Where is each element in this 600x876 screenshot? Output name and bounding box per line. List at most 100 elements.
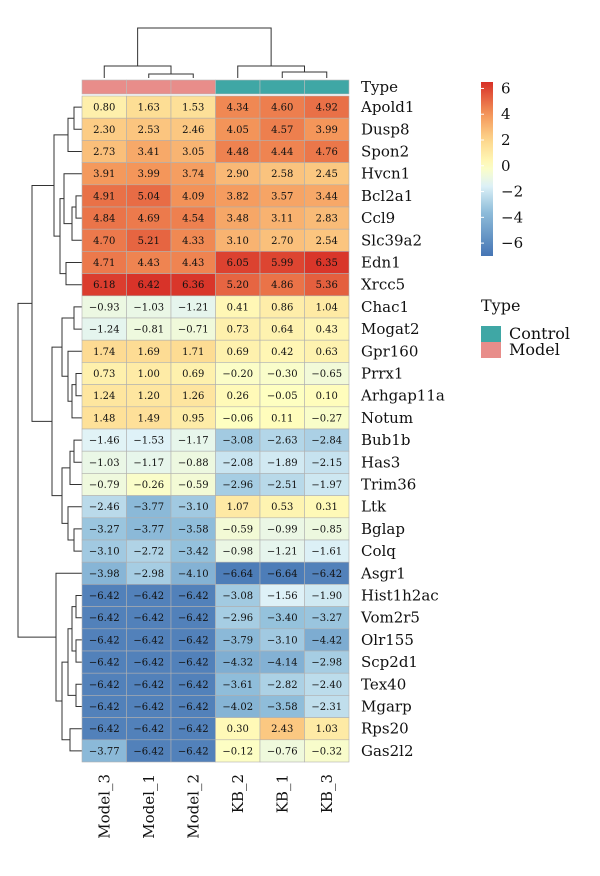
cell-value-label: −1.89 [267, 458, 298, 469]
cell-value-label: −0.98 [222, 547, 253, 558]
cell-value-label: 0.80 [93, 103, 115, 114]
cell-value-label: −6.42 [133, 658, 164, 669]
dendrogram-branch [65, 262, 82, 286]
cell-value-label: 0.73 [93, 369, 115, 380]
cell-value-label: 4.33 [182, 236, 204, 247]
row-label-Prrx1: Prrx1 [361, 365, 403, 383]
column-label-KB_1: KB_1 [273, 774, 291, 813]
cell-value-label: −1.46 [89, 436, 120, 447]
cell-value-label: 0.42 [271, 347, 293, 358]
cell-value-label: 4.43 [138, 258, 160, 269]
row-label-Chac1: Chac1 [361, 298, 409, 316]
cell-value-label: −3.77 [133, 502, 164, 513]
cell-value-label: −0.30 [267, 369, 298, 380]
cell-value-label: −1.56 [267, 591, 298, 602]
cell-value-label: −6.42 [178, 746, 209, 757]
cell-value-label: −3.10 [267, 635, 298, 646]
cell-value-label: −3.58 [178, 524, 209, 535]
row-label-Gpr160: Gpr160 [361, 342, 418, 360]
cell-value-label: −6.42 [133, 613, 164, 624]
cell-value-label: −0.26 [133, 480, 164, 491]
row-label-Bglap: Bglap [361, 520, 405, 538]
color-scale-tick-label: 0 [501, 157, 511, 175]
cell-value-label: −2.82 [267, 680, 298, 691]
row-label-Rps20: Rps20 [361, 720, 409, 738]
cell-value-label: 5.04 [138, 191, 160, 202]
cell-value-label: 1.71 [182, 347, 204, 358]
cell-value-label: −3.98 [89, 569, 120, 580]
cell-value-label: 2.54 [316, 236, 338, 247]
cell-value-label: −6.42 [133, 702, 164, 713]
row-label-Tex40: Tex40 [361, 675, 406, 693]
dendrogram-branch [75, 195, 82, 219]
dendrogram-branch [75, 373, 82, 397]
cell-value-label: −2.31 [311, 702, 342, 713]
cell-value-label: 0.69 [227, 347, 249, 358]
cell-value-label: 1.53 [182, 103, 204, 114]
cell-value-label: 0.41 [227, 302, 249, 313]
cell-value-label: −1.90 [311, 591, 342, 602]
cell-value-label: −2.96 [222, 613, 253, 624]
cell-value-label: −6.42 [178, 591, 209, 602]
type-bar-cell-KB_1 [259, 79, 305, 95]
type-bar-cell-Model_2 [170, 79, 216, 95]
column-label-Model_2: Model_2 [184, 774, 202, 839]
cell-value-label: 1.48 [93, 413, 115, 424]
color-scale-tick-label: 6 [501, 79, 511, 97]
dendrogram-branch [73, 528, 82, 552]
cell-value-label: 3.11 [271, 214, 293, 225]
cell-value-label: −6.42 [178, 635, 209, 646]
row-label-Notum: Notum [361, 409, 413, 427]
color-scale-bar [481, 82, 493, 256]
cell-value-label: 1.26 [182, 391, 204, 402]
cell-value-label: 1.24 [93, 391, 115, 402]
color-scale-tick-label: −6 [501, 234, 523, 252]
dendrogram-branch [69, 728, 82, 752]
cell-value-label: 5.99 [271, 258, 293, 269]
cell-value-label: −6.42 [178, 613, 209, 624]
dendrogram-branch [63, 173, 82, 225]
cell-value-label: −0.12 [222, 746, 253, 757]
cell-value-label: −6.42 [133, 635, 164, 646]
cell-value-label: 1.20 [138, 391, 160, 402]
cell-value-label: 2.90 [227, 169, 249, 180]
cell-value-label: 0.95 [182, 413, 204, 424]
row-dendrogram [17, 106, 82, 752]
cell-value-label: −3.61 [222, 680, 253, 691]
row-label-Dusp8: Dusp8 [361, 120, 410, 138]
cell-value-label: −6.42 [89, 591, 120, 602]
type-bar-cell-KB_2 [215, 79, 261, 95]
dendrogram-branch [75, 595, 82, 619]
cell-value-label: −2.08 [222, 458, 253, 469]
cell-value-label: 1.74 [93, 347, 115, 358]
type-legend-swatch-Control [481, 326, 501, 342]
cell-value-label: 0.86 [271, 302, 293, 313]
cell-value-label: 4.84 [93, 214, 115, 225]
cell-value-label: −6.64 [222, 569, 253, 580]
cell-value-label: 0.73 [227, 325, 249, 336]
row-labels: Apold1 Dusp8 Spon2 Hvcn1 Bcl2a1 Ccl9 Slc39a2 Ed… [360, 98, 445, 760]
cell-value-label: 4.92 [316, 103, 338, 114]
cell-value-label: 4.76 [316, 147, 338, 158]
cell-value-label: 4.86 [271, 280, 293, 291]
cell-value-label: −1.03 [133, 302, 164, 313]
cell-value-label: −0.81 [133, 325, 164, 336]
row-label-Bub1b: Bub1b [361, 431, 410, 449]
color-scale-tick-label: 2 [501, 131, 511, 149]
cell-value-label: −6.42 [89, 658, 120, 669]
cell-value-label: 0.10 [316, 391, 338, 402]
cell-value-label: −1.21 [267, 547, 298, 558]
column-dendrogram [103, 27, 328, 78]
cell-value-label: −3.42 [178, 547, 209, 558]
row-label-Ltk: Ltk [361, 498, 387, 516]
cell-value-label: −0.32 [311, 746, 342, 757]
cell-value-label: −2.98 [311, 658, 342, 669]
cell-value-label: 3.48 [227, 214, 249, 225]
cell-value-label: 2.43 [271, 724, 293, 735]
cell-value-label: 5.20 [227, 280, 249, 291]
dendrogram-branch [67, 350, 82, 402]
row-label-Xrcc5: Xrcc5 [361, 276, 405, 294]
row-label-Apold1: Apold1 [360, 98, 414, 116]
cell-value-label: 0.43 [316, 325, 338, 336]
cell-value-label: 3.57 [271, 191, 293, 202]
